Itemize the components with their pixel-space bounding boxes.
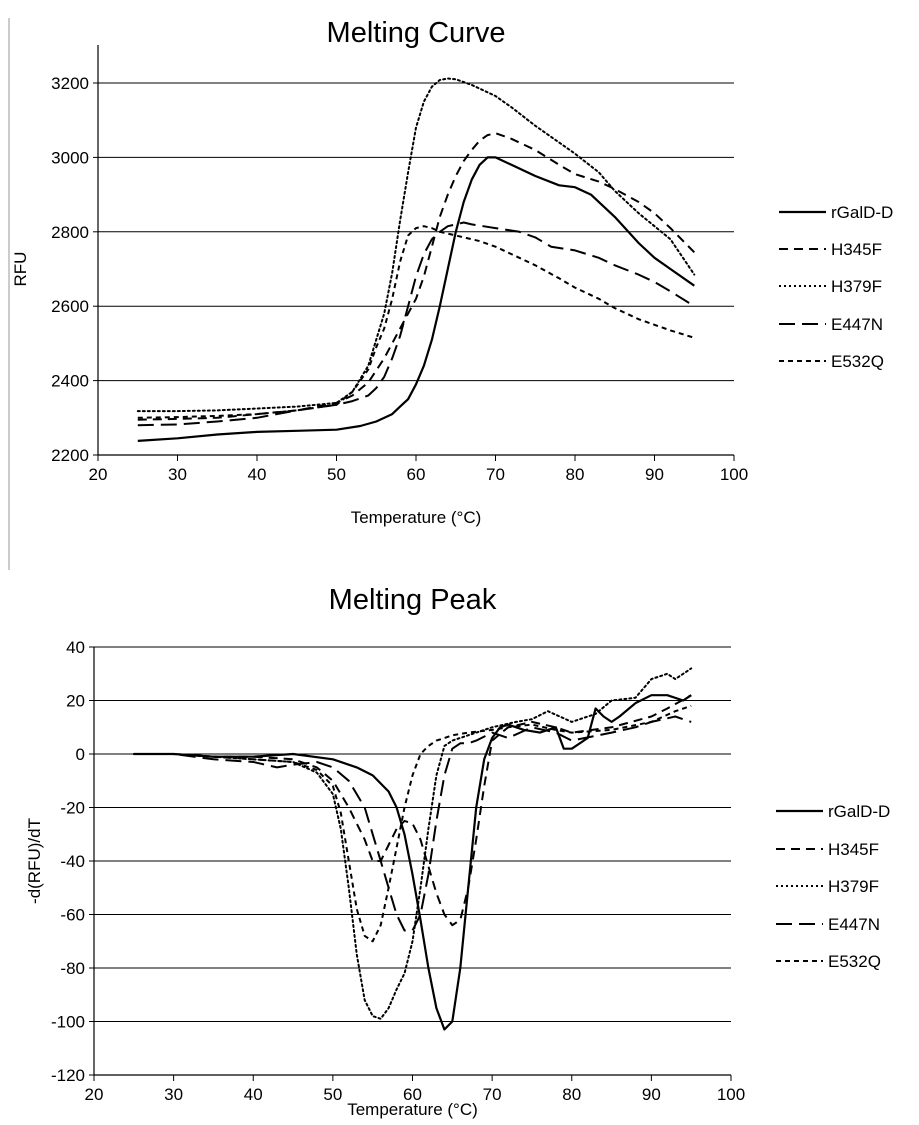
x-tick-label: 80 bbox=[562, 1085, 581, 1104]
x-tick-label: 90 bbox=[645, 465, 664, 484]
series-line-e447n bbox=[137, 221, 695, 427]
series-line-h379f bbox=[132, 667, 693, 1020]
y-tick-label: -20 bbox=[60, 799, 85, 818]
series-line-h345f bbox=[137, 132, 696, 421]
legend-label: rGalD-D bbox=[831, 203, 893, 222]
x-tick-label: 60 bbox=[403, 1085, 422, 1104]
x-tick-label: 20 bbox=[89, 465, 108, 484]
y-tick-label: 2200 bbox=[51, 446, 89, 465]
series-line-e447n bbox=[133, 715, 692, 932]
x-tick-label: 30 bbox=[168, 465, 187, 484]
y-tick-label: -40 bbox=[60, 852, 85, 871]
x-tick-label: 50 bbox=[323, 1085, 342, 1104]
series-line-e532q bbox=[137, 225, 695, 419]
y-tick-label: 2400 bbox=[51, 372, 89, 391]
y-tick-label: -100 bbox=[51, 1013, 85, 1032]
y-tick-label: 2800 bbox=[51, 223, 89, 242]
y-tick-label: 3000 bbox=[51, 148, 89, 167]
legend-label: E532Q bbox=[831, 352, 884, 371]
x-axis-label: Temperature (°C) bbox=[351, 508, 482, 527]
x-tick-label: 30 bbox=[164, 1085, 183, 1104]
legend-label: H379F bbox=[831, 277, 882, 296]
x-tick-label: 20 bbox=[85, 1085, 104, 1104]
y-tick-label: -80 bbox=[60, 959, 85, 978]
series-line-rgald-d bbox=[133, 694, 692, 1031]
x-tick-label: 80 bbox=[566, 465, 585, 484]
x-tick-label: 90 bbox=[642, 1085, 661, 1104]
legend-label: E532Q bbox=[828, 952, 881, 971]
x-tick-label: 70 bbox=[486, 465, 505, 484]
chart-title: Melting Peak bbox=[329, 584, 497, 616]
x-axis-label: Temperature (°C) bbox=[347, 1100, 478, 1119]
legend-label: H345F bbox=[828, 840, 879, 859]
y-axis-label: RFU bbox=[11, 252, 30, 287]
series-line-h345f bbox=[133, 694, 692, 927]
y-axis-label: -d(RFU)/dT bbox=[25, 818, 44, 904]
x-tick-label: 40 bbox=[244, 1085, 263, 1104]
x-tick-label: 60 bbox=[407, 465, 426, 484]
x-tick-label: 100 bbox=[717, 1085, 745, 1104]
chart-title: Melting Curve bbox=[327, 17, 506, 49]
legend-label: rGalD-D bbox=[828, 802, 890, 821]
y-tick-label: 20 bbox=[66, 692, 85, 711]
x-tick-label: 50 bbox=[327, 465, 346, 484]
series-line-e532q bbox=[133, 704, 692, 943]
series-line-rgald-d bbox=[137, 156, 695, 442]
y-tick-label: -60 bbox=[60, 906, 85, 925]
legend-label: E447N bbox=[828, 915, 880, 934]
x-tick-label: 70 bbox=[483, 1085, 502, 1104]
y-tick-label: -120 bbox=[51, 1066, 85, 1085]
series-line-h379f bbox=[136, 77, 696, 413]
legend-label: H345F bbox=[831, 240, 882, 259]
legend-label: E447N bbox=[831, 315, 883, 334]
legend-label: H379F bbox=[828, 877, 879, 896]
y-tick-label: 40 bbox=[66, 638, 85, 657]
y-tick-label: 3200 bbox=[51, 74, 89, 93]
melting-curve-chart: Melting Curve 2200 2400 2600 2800 3000 3200 20 3… bbox=[11, 17, 893, 527]
y-tick-label: 2600 bbox=[51, 297, 89, 316]
melting-peak-chart: Melting Peak -120 -100 -80 -60 -40 -20 0 20 40 20 3… bbox=[25, 584, 890, 1119]
x-tick-label: 100 bbox=[720, 465, 748, 484]
y-tick-label: 0 bbox=[76, 745, 85, 764]
x-tick-label: 40 bbox=[248, 465, 267, 484]
